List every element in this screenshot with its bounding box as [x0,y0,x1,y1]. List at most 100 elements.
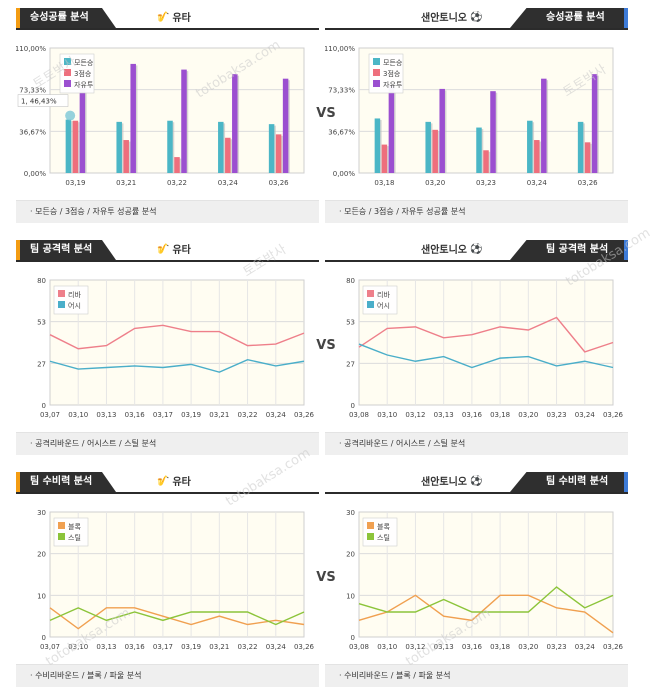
y-tick-label: 0 [351,402,355,410]
x-tick-label: 03,08 [349,643,369,651]
panel-title: 팀 수비력 분석 [510,472,628,492]
chart-canvas: 0 27 53 80 03,08 03,10 03,12 03,13 03,16 03,18 03,… [346,277,623,419]
team-label: 샌안토니오 ⚽ [421,472,485,492]
spurs-logo-icon: ⚽ [470,12,483,23]
y-tick-label: 20 [346,551,355,559]
x-tick-label: 03,21 [209,643,229,651]
legend-swatch [64,58,71,65]
x-tick-label: 03,21 [116,179,136,187]
bar-1 [577,121,584,173]
legend-label: 리바 [68,290,81,299]
y-tick-label: 0,00% [333,170,356,178]
y-tick-label: 53 [346,319,355,327]
x-tick-label: 03,20 [518,411,538,419]
x-tick-label: 03,13 [434,643,454,651]
jazz-logo-icon: 🎷 [157,12,170,23]
x-tick-label: 03,07 [40,411,60,419]
y-tick-label: 30 [346,509,355,517]
panel-title: 팀 공격력 분석 [510,240,628,260]
x-tick-label: 03,26 [269,179,290,187]
bar-3 [232,74,238,173]
x-tick-label: 03,13 [96,643,116,651]
x-tick-label: 03,13 [434,411,454,419]
x-tick-label: 03,24 [266,643,287,651]
legend-swatch [367,301,374,308]
series-line-1 [49,324,305,350]
chart-canvas: 0,00% 36,67% 73,33% 110,00% 03,19 03,21 03,22 0… [15,45,305,187]
team-name: 유타 [172,477,191,488]
x-tick-label: 03,22 [238,643,258,651]
bar-1 [116,121,122,173]
team-name: 유타 [172,13,191,24]
panel-shooting-left: 승성공률 분석 🎷 유타 0,00% 36,67% 73,33% 110,00% 03,1… [15,8,319,223]
y-tick-label: 10 [346,592,355,600]
panel-defense-right: 샌안토니오 ⚽ 팀 수비력 분석 0 10 20 30 03,08 03,10 03,12 03… [325,472,628,687]
x-tick-label: 03,10 [68,411,88,419]
legend-label: 자유투 [74,80,94,89]
y-tick-label: 53 [37,319,46,327]
y-tick-label: 0 [42,634,46,642]
x-tick-label: 03,24 [575,643,596,651]
bar-3 [490,91,496,173]
x-tick-label: 03,16 [125,643,146,651]
legend-label: 3점승 [74,70,92,78]
plot-area [358,279,614,406]
x-tick-label: 03,24 [527,179,548,187]
tooltip-text: 1, 46,43% [21,98,57,106]
bar-2 [275,134,282,173]
panel-shooting-right: 샌안토니오 ⚽ 승성공률 분석 0,00% 36,67% 73,33% 110,00% 0… [324,8,628,223]
legend-label: 어시 [377,301,390,310]
y-tick-label: 36,67% [19,128,46,136]
bar-3 [439,88,445,173]
legend-swatch [58,522,65,529]
legend-label: 3점승 [383,70,401,78]
x-tick-label: 03,13 [96,411,116,419]
x-tick-label: 03,20 [518,643,538,651]
bar-2 [174,157,180,173]
panel-offense-left: 팀 공격력 분석 🎷 유타 0 27 53 80 03,07 03,10 03,13 03,16… [16,240,319,455]
plot-area [358,511,614,638]
panel-defense-left: 팀 수비력 분석 🎷 유타 0 10 20 30 03,07 03,10 03,13 03,16… [16,472,319,687]
bar-3 [181,69,187,173]
x-tick-label: 03,26 [294,643,315,651]
x-tick-label: 03,16 [125,411,146,419]
bar-2 [483,150,489,173]
panel-header: 승성공률 분석 🎷 유타 [16,8,319,30]
bar-1 [476,127,482,173]
footer-text: 수비리바운드 / 블록 / 파울 분석 [344,671,451,680]
bar-3 [591,74,598,173]
series-line-2 [358,343,614,369]
bar-1 [268,124,275,173]
team-label: 샌안토니오 ⚽ [421,8,485,28]
team-name: 샌안토니오 [421,245,467,256]
panel-title: 팀 공격력 분석 [16,240,116,260]
legend-swatch [373,80,380,87]
panel-header: 샌안토니오 ⚽ 팀 공격력 분석 [325,240,628,262]
panel-header: 샌안토니오 ⚽ 팀 수비력 분석 [325,472,628,494]
bar-1 [425,121,431,173]
chart-box: 0 10 20 30 03,07 03,10 03,13 03,16 03,17 03,19 03,… [16,494,319,664]
bar-1 [374,118,381,173]
x-tick-label: 03,18 [490,643,510,651]
x-tick-label: 03,26 [578,179,599,187]
series-line-2 [49,607,305,626]
y-tick-label: 27 [346,360,355,368]
bar-2 [432,129,438,173]
team-name: 유타 [172,245,191,256]
y-tick-label: 30 [37,509,46,517]
team-label: 🎷 유타 [154,240,191,260]
series-line-2 [358,586,614,613]
y-tick-label: 20 [37,551,46,559]
x-tick-label: 03,23 [476,179,496,187]
x-tick-label: 03,20 [425,179,445,187]
x-tick-label: 03,12 [405,643,425,651]
x-tick-label: 03,16 [462,643,483,651]
legend-swatch [58,290,65,297]
x-tick-label: 03,10 [68,643,88,651]
x-tick-label: 03,24 [575,411,596,419]
plot-area [49,279,305,406]
chart-box: 0 27 53 80 03,08 03,10 03,12 03,13 03,16 03,18 03,… [325,262,628,432]
team-name: 샌안토니오 [421,477,467,488]
series-line-1 [358,316,614,353]
panel-title: 승성공률 분석 [510,8,628,28]
